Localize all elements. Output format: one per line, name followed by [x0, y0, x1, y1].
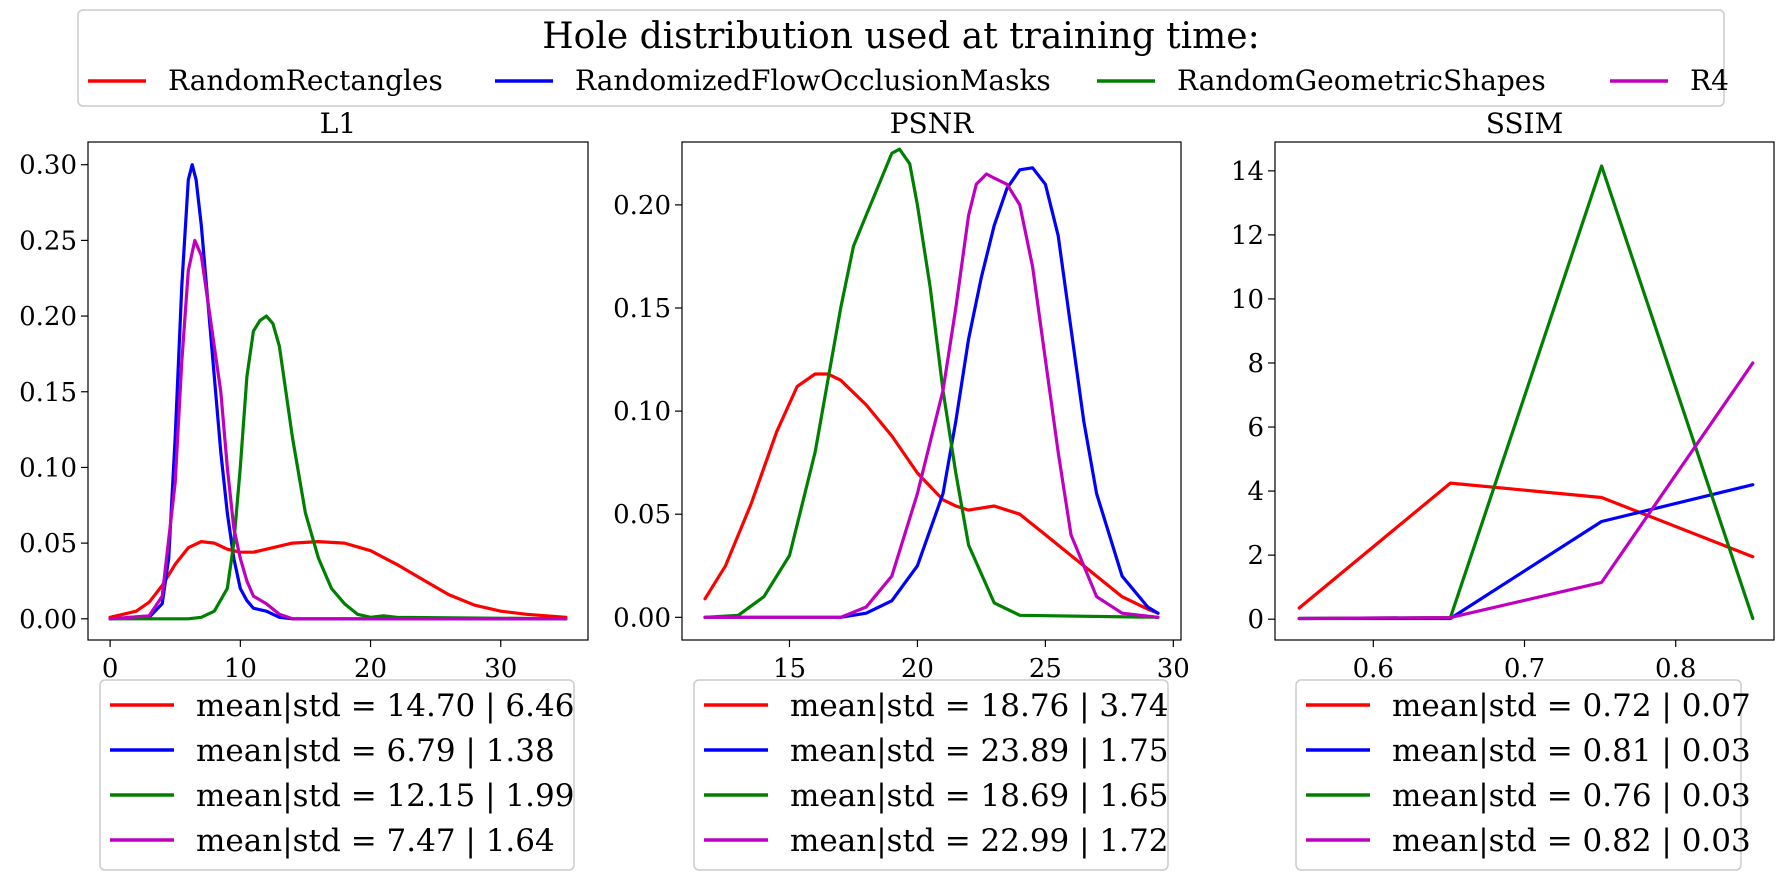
stats-legend: mean|std = 0.72 | 0.07 mean|std = 0.81 | … — [1295, 679, 1751, 871]
chart-panel-psnr: PSNR 15 20 25 30 0.00 0.05 0.10 0.15 0.20 mean|std… — [613, 107, 1190, 871]
series-line-randomrectangles — [1297, 481, 1755, 610]
stats-legend-frame — [1295, 679, 1742, 871]
series-line-randomgeometricshapes — [703, 147, 1160, 619]
y-tick-label: 8 — [1247, 349, 1264, 379]
y-tick-label: 0.20 — [19, 302, 77, 332]
series-line-r4 — [108, 238, 568, 621]
y-tick-label: 0.05 — [19, 529, 77, 559]
series-line-randomrectangles — [108, 539, 568, 619]
stats-label: mean|std = 0.72 | 0.07 — [1392, 688, 1751, 724]
stats-label: mean|std = 0.81 | 0.03 — [1392, 733, 1751, 769]
series-line-randomizedflowocclusionmasks — [108, 163, 568, 621]
stats-label: mean|std = 22.99 | 1.72 — [790, 823, 1168, 859]
stats-label: mean|std = 0.82 | 0.03 — [1392, 823, 1751, 859]
stats-label: mean|std = 0.76 | 0.03 — [1392, 778, 1751, 814]
x-tick-label: 30 — [484, 654, 517, 684]
y-tick-label: 6 — [1247, 413, 1264, 443]
x-tick-label: 10 — [224, 654, 257, 684]
y-tick-label: 0 — [1247, 605, 1264, 635]
panel-title: L1 — [320, 107, 356, 140]
y-tick-label: 0.15 — [19, 378, 77, 408]
stats-legend: mean|std = 18.76 | 3.74 mean|std = 23.89 … — [693, 679, 1169, 871]
y-tick-label: 0.00 — [613, 603, 671, 633]
stats-legend-frame — [693, 679, 1169, 871]
x-tick-label: 0 — [102, 654, 119, 684]
stats-label: mean|std = 7.47 | 1.64 — [196, 823, 555, 859]
y-tick-label: 12 — [1231, 221, 1264, 251]
x-tick-label: 0.7 — [1504, 654, 1545, 684]
stats-label: mean|std = 18.76 | 3.74 — [790, 688, 1168, 724]
legend-entry: R4 — [1610, 64, 1729, 97]
stats-legend-frame — [99, 679, 575, 871]
x-tick-label: 20 — [901, 654, 934, 684]
legend-label: RandomizedFlowOcclusionMasks — [575, 64, 1051, 97]
legend-entries: RandomRectangles RandomizedFlowOcclusionM… — [88, 64, 1729, 97]
stats-label: mean|std = 6.79 | 1.38 — [196, 733, 555, 769]
legend-label: RandomRectangles — [168, 64, 443, 97]
chart-panel-l1: L1 0 10 20 30 0.00 0.05 0.10 0.15 0.20 0.25 0.30 mea… — [19, 107, 589, 871]
series-line-randomizedflowocclusionmasks — [703, 166, 1160, 619]
x-tick-label: 20 — [354, 654, 387, 684]
y-tick-label: 0.30 — [19, 151, 77, 181]
panel-title: SSIM — [1486, 107, 1564, 140]
legend-entry: RandomRectangles — [88, 64, 443, 97]
top-legend-frame — [77, 9, 1725, 107]
y-tick-label: 4 — [1247, 477, 1264, 507]
axes-frame — [87, 141, 589, 641]
stats-legend: mean|std = 14.70 | 6.46 mean|std = 6.79 |… — [99, 679, 575, 871]
y-tick-label: 0.00 — [19, 605, 77, 635]
top-legend: Hole distribution used at training time:… — [77, 9, 1729, 107]
x-tick-label: 30 — [1157, 654, 1190, 684]
panel-title: PSNR — [890, 107, 975, 140]
series-line-randomgeometricshapes — [108, 314, 568, 621]
y-tick-label: 10 — [1231, 285, 1264, 315]
axes-frame — [681, 141, 1182, 641]
chart-panels: L10 10 20 300.000.050.100.150.200.250.30mea… — [19, 107, 1775, 871]
y-tick-label: 14 — [1231, 157, 1264, 187]
chart-panel-ssim: SSIM 0.6 0.7 0.8 0 2 4 6 8 10 12 14 mean|std = 0.72 … — [1231, 107, 1775, 871]
series-line-r4 — [703, 172, 1160, 619]
legend-entry: RandomizedFlowOcclusionMasks — [495, 64, 1051, 97]
y-tick-label: 0.20 — [613, 191, 671, 221]
y-tick-label: 0.15 — [613, 294, 671, 324]
y-tick-label: 2 — [1247, 541, 1264, 571]
stats-label: mean|std = 23.89 | 1.75 — [790, 733, 1168, 769]
stats-label: mean|std = 14.70 | 6.46 — [196, 688, 574, 724]
y-tick-label: 0.10 — [613, 397, 671, 427]
x-tick-label: 0.6 — [1353, 654, 1394, 684]
x-tick-label: 25 — [1029, 654, 1062, 684]
stats-label: mean|std = 18.69 | 1.65 — [790, 778, 1168, 814]
x-tick-label: 15 — [773, 654, 806, 684]
legend-title: Hole distribution used at training time: — [542, 16, 1259, 57]
legend-entry: RandomGeometricShapes — [1097, 64, 1546, 97]
series-line-r4 — [1297, 361, 1755, 621]
stats-label: mean|std = 12.15 | 1.99 — [196, 778, 574, 814]
x-tick-label: 0.8 — [1655, 654, 1696, 684]
legend-label: R4 — [1690, 64, 1729, 97]
y-tick-label: 0.10 — [19, 453, 77, 483]
y-tick-label: 0.05 — [613, 500, 671, 530]
y-tick-label: 0.25 — [19, 226, 77, 256]
legend-label: RandomGeometricShapes — [1177, 64, 1546, 97]
